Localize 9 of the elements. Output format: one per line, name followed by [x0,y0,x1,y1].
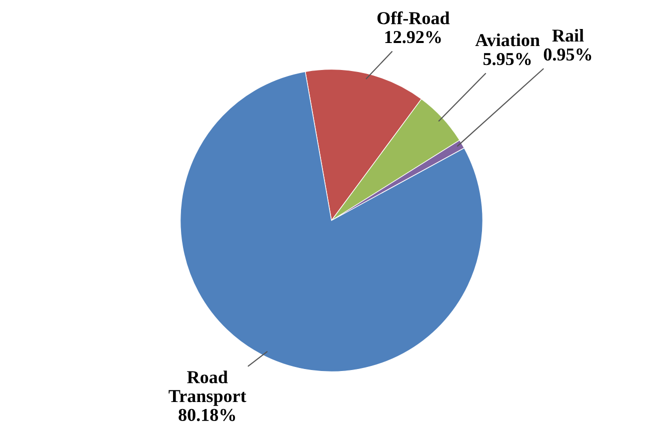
data-label: 12.92% [385,30,441,44]
slice-label: Road Transport [168,370,246,406]
slice-label: Off-Road [377,11,450,24]
data-label: 0.95% [544,48,592,61]
data-label: 80.18% [178,408,236,422]
slice-label: Aviation [475,34,540,46]
data-label: 5.95% [483,52,531,66]
pie-slice [180,71,484,372]
slice-label: Rail [552,28,584,42]
